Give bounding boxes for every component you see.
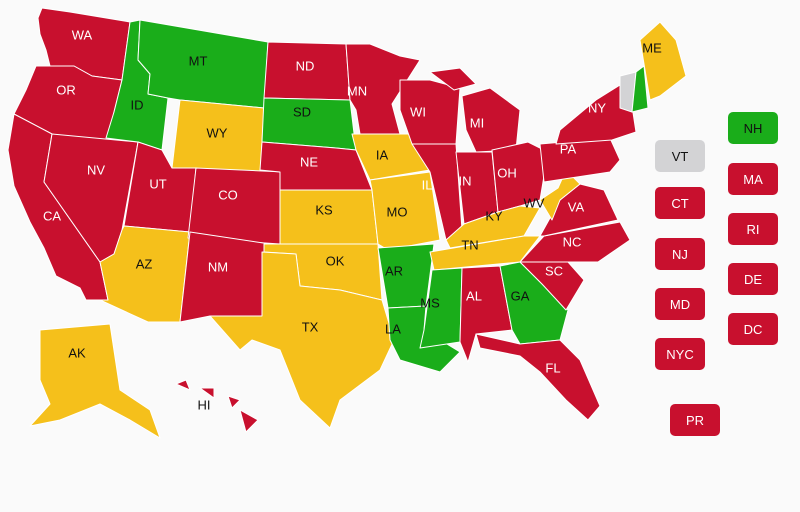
state-sd[interactable] <box>261 97 357 151</box>
state-tx[interactable] <box>209 251 395 429</box>
state-ar[interactable] <box>377 243 435 309</box>
state-pa[interactable] <box>539 137 621 183</box>
state-ms[interactable] <box>419 267 463 349</box>
state-me[interactable] <box>639 21 687 101</box>
state-co[interactable] <box>187 167 285 245</box>
state-wi[interactable] <box>399 79 461 145</box>
state-nm[interactable] <box>179 231 271 323</box>
state-ny[interactable] <box>555 79 637 145</box>
small-state-box-md[interactable]: MD <box>655 288 705 320</box>
state-fl[interactable] <box>475 333 601 421</box>
state-mt[interactable] <box>137 19 269 109</box>
state-ks[interactable] <box>279 189 379 245</box>
state-ia[interactable] <box>351 133 431 181</box>
small-state-box-vt[interactable]: VT <box>655 140 705 172</box>
state-tn[interactable] <box>429 235 541 271</box>
state-ak[interactable] <box>29 323 161 439</box>
state-wy[interactable] <box>171 99 265 177</box>
state-in[interactable] <box>455 151 499 225</box>
state-label-hi: HI <box>198 397 211 412</box>
state-nh-shape[interactable] <box>631 65 649 113</box>
small-state-box-ct[interactable]: CT <box>655 187 705 219</box>
small-state-box-de[interactable]: DE <box>728 263 778 295</box>
small-state-box-nh[interactable]: NH <box>728 112 778 144</box>
small-state-box-dc[interactable]: DC <box>728 313 778 345</box>
state-mo[interactable] <box>369 171 441 251</box>
state-nd[interactable] <box>263 41 351 101</box>
small-state-box-nj[interactable]: NJ <box>655 238 705 270</box>
state-hi[interactable] <box>175 379 259 433</box>
small-state-box-nyc[interactable]: NYC <box>655 338 705 370</box>
state-wv[interactable] <box>539 169 581 221</box>
small-state-box-ri[interactable]: RI <box>728 213 778 245</box>
small-state-box-ma[interactable]: MA <box>728 163 778 195</box>
small-state-box-pr[interactable]: PR <box>670 404 720 436</box>
state-mn[interactable] <box>345 43 421 135</box>
state-oh[interactable] <box>491 141 549 213</box>
